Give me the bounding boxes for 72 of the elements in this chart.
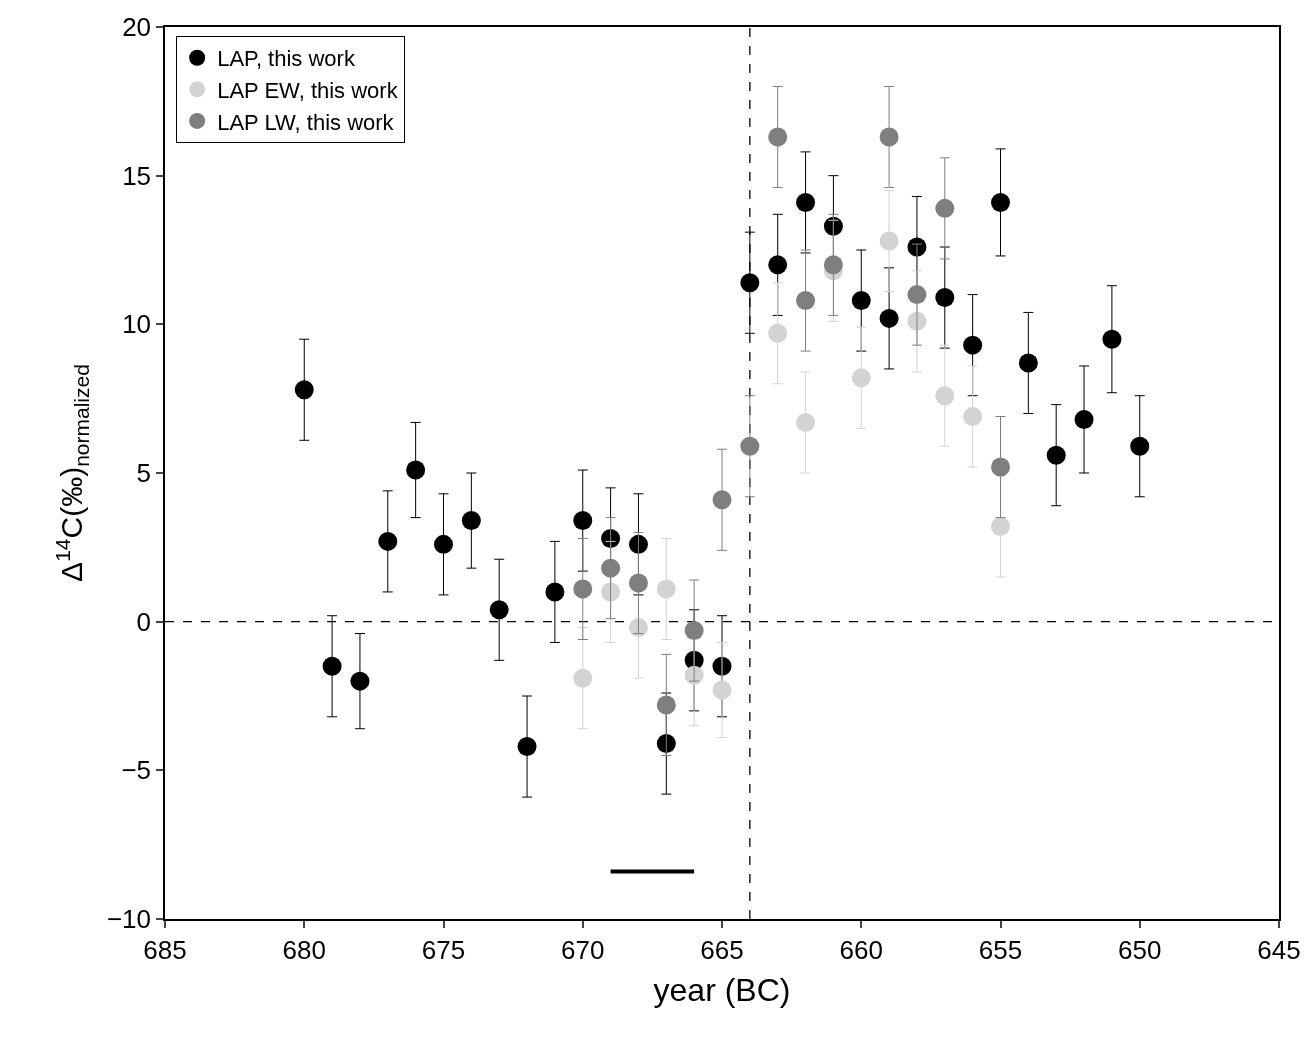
point <box>601 582 621 602</box>
point <box>740 273 760 293</box>
point <box>963 407 983 426</box>
y-tick-label: −10 <box>106 904 152 935</box>
point <box>796 192 816 212</box>
point <box>712 490 732 510</box>
point <box>768 255 788 275</box>
x-tick-label: 665 <box>700 934 744 965</box>
point <box>740 436 760 456</box>
point <box>461 511 481 531</box>
x-tick-label: 680 <box>282 934 326 965</box>
point <box>434 534 453 554</box>
point <box>1130 436 1150 456</box>
point <box>573 668 593 688</box>
point <box>656 695 676 715</box>
y-tick-label: 20 <box>122 12 152 43</box>
point <box>879 231 899 251</box>
point <box>879 308 899 328</box>
point <box>768 127 788 147</box>
point <box>823 255 843 275</box>
point <box>294 380 314 400</box>
point <box>1018 353 1038 373</box>
point <box>656 579 676 599</box>
legend-label: LAP EW, this work <box>217 77 399 103</box>
x-tick-label: 670 <box>561 934 605 965</box>
point <box>684 621 704 641</box>
x-tick-label: 645 <box>1257 934 1301 965</box>
x-tick-label: 675 <box>421 934 466 965</box>
y-tick-label: −5 <box>121 755 152 786</box>
point <box>378 531 398 551</box>
x-tick-label: 660 <box>839 934 883 965</box>
point <box>350 671 370 691</box>
point <box>573 511 593 531</box>
point <box>601 558 621 578</box>
point <box>1102 329 1122 349</box>
y-tick-label: 10 <box>122 309 152 340</box>
y-tick-label: 5 <box>136 458 152 489</box>
point <box>545 582 565 602</box>
point <box>1074 409 1094 429</box>
x-axis-title: year (BC) <box>653 972 791 1009</box>
point <box>489 600 509 620</box>
y-tick-label: 15 <box>122 160 152 191</box>
x-tick-label: 655 <box>978 934 1023 965</box>
point <box>796 412 816 432</box>
point <box>935 386 955 406</box>
point <box>406 460 426 480</box>
point <box>517 737 537 757</box>
point <box>712 680 732 700</box>
point <box>851 368 871 388</box>
point <box>628 534 648 554</box>
point <box>573 579 593 599</box>
x-tick-label: 685 <box>143 934 187 965</box>
point <box>991 457 1010 477</box>
point <box>935 288 955 308</box>
point <box>1046 445 1066 465</box>
point <box>907 285 927 305</box>
point <box>851 291 871 311</box>
point <box>628 618 648 638</box>
point <box>963 335 983 355</box>
point <box>322 656 342 676</box>
legend-label: LAP, this work <box>217 46 356 72</box>
point <box>991 517 1010 537</box>
point <box>768 323 788 343</box>
point <box>991 192 1010 212</box>
legend-label: LAP LW, this work <box>217 109 395 135</box>
point <box>935 198 955 218</box>
y-tick-label: 0 <box>136 606 152 637</box>
point <box>879 127 899 147</box>
point <box>628 573 648 593</box>
point <box>796 291 816 311</box>
x-tick-label: 650 <box>1118 934 1162 965</box>
point <box>656 734 676 754</box>
